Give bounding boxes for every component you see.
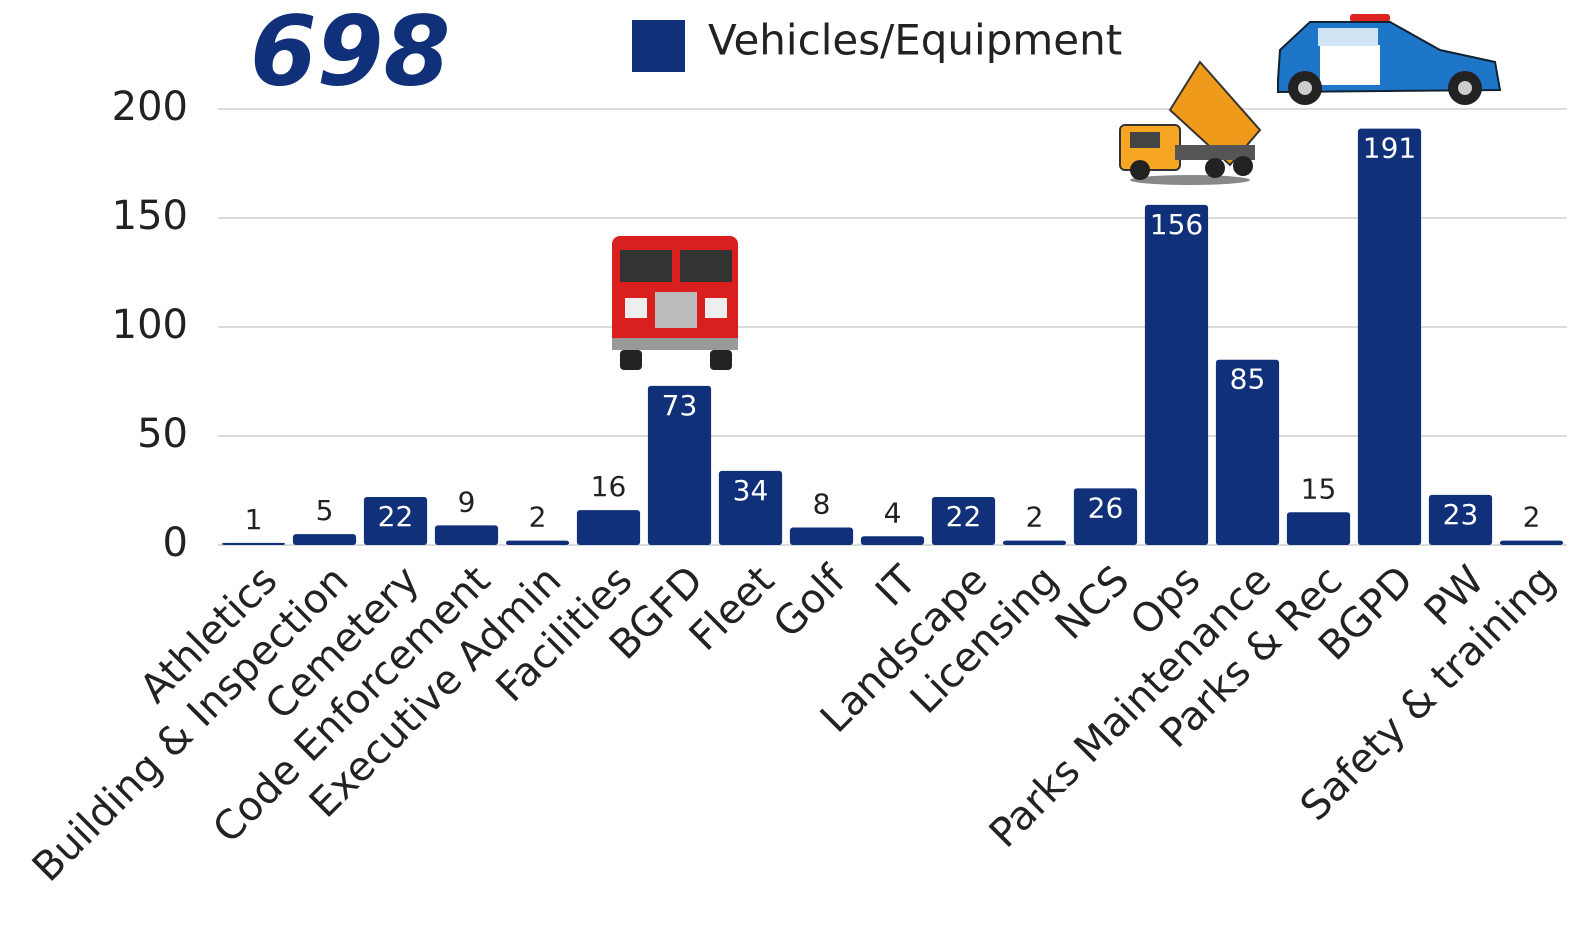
value-label: 2 (1026, 501, 1044, 534)
bar (718, 470, 783, 545)
police-car-icon (1277, 14, 1502, 105)
bar (1215, 359, 1280, 545)
bar (1499, 540, 1564, 545)
bar (1073, 488, 1138, 545)
value-label: 34 (733, 474, 769, 507)
bar (434, 525, 499, 545)
bar (647, 385, 712, 545)
bar (363, 497, 428, 545)
bar (292, 534, 357, 545)
value-label: 15 (1301, 472, 1337, 505)
legend-swatch (632, 20, 685, 72)
dump-truck-icon (1119, 60, 1262, 185)
x-tick-label: Golf (765, 557, 855, 647)
y-tick-label: 50 (137, 411, 188, 457)
x-tick-label: Fleet (681, 557, 784, 660)
bar (1286, 512, 1351, 545)
bar (1357, 128, 1422, 545)
chart-title: 698 (250, 0, 450, 107)
bar (576, 510, 641, 545)
value-label: 73 (662, 389, 698, 422)
value-label: 5 (316, 494, 334, 527)
value-label: 26 (1088, 491, 1124, 524)
y-tick-label: 100 (112, 302, 188, 348)
value-label: 1 (245, 503, 263, 536)
bar (1002, 540, 1067, 545)
value-label: 22 (946, 500, 982, 533)
y-tick-label: 200 (112, 84, 188, 130)
bar (505, 540, 570, 545)
value-label: 9 (458, 485, 476, 518)
y-tick-label: 0 (163, 520, 188, 566)
bar (860, 536, 925, 545)
bar (1428, 494, 1493, 545)
value-label: 4 (884, 496, 902, 529)
y-tick-label: 150 (112, 193, 188, 239)
value-label: 2 (1523, 501, 1541, 534)
value-label: 191 (1363, 132, 1416, 165)
value-label: 85 (1230, 363, 1266, 396)
bar (221, 542, 286, 545)
legend-label: Vehicles/Equipment (708, 16, 1122, 65)
value-label: 2 (529, 501, 547, 534)
value-label: 16 (591, 470, 627, 503)
bar (931, 497, 996, 545)
x-tick-label: NCS (1047, 557, 1138, 648)
fire-truck-icon (612, 236, 738, 370)
value-label: 8 (813, 488, 831, 521)
value-label: 23 (1443, 498, 1479, 531)
bar (1144, 204, 1209, 546)
bar (789, 527, 854, 545)
value-label: 22 (378, 500, 414, 533)
value-label: 156 (1150, 208, 1203, 241)
